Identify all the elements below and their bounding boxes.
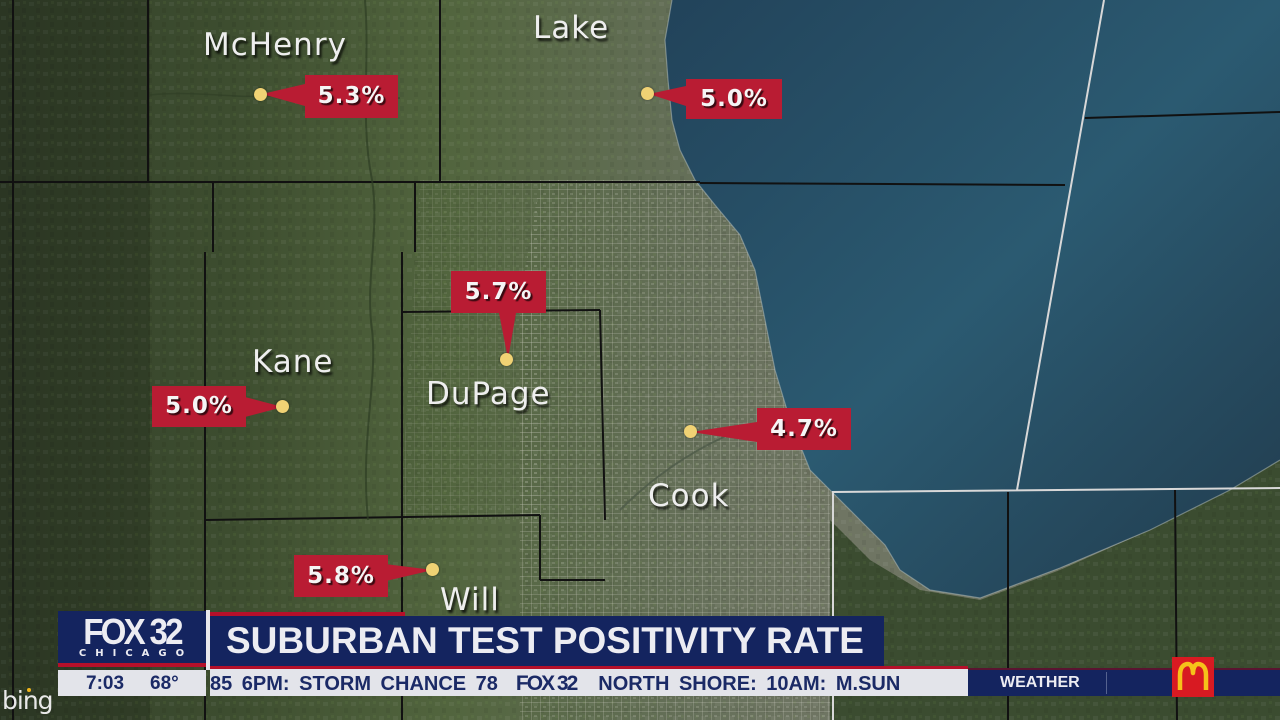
positivity-callout-lake: 5.0% xyxy=(686,79,782,119)
ticker-temperature: 68° xyxy=(150,673,179,694)
location-marker-kane xyxy=(276,400,289,413)
county-label-mchenry: McHenry xyxy=(203,27,347,63)
location-marker-dupage xyxy=(500,353,513,366)
news-ticker-crawl: 85 6PM: STORM CHANCE 78 FOX 32 NORTH SHORE… xyxy=(210,669,968,696)
county-label-dupage: DuPage xyxy=(426,376,551,412)
location-marker-cook xyxy=(684,425,697,438)
location-marker-will xyxy=(426,563,439,576)
ticker-clock: 7:03 xyxy=(86,673,125,694)
ticker-section-bar xyxy=(968,668,1280,696)
positivity-callout-mchenry: 5.3% xyxy=(305,75,398,118)
headline-banner: SUBURBAN TEST POSITIVITY RATE xyxy=(210,616,884,666)
positivity-callout-dupage: 5.7% xyxy=(451,271,546,313)
ticker-fox32-logo: FOX 32 xyxy=(515,672,578,695)
ticker-divider xyxy=(1106,672,1107,694)
county-label-kane: Kane xyxy=(252,344,334,380)
ticker-item: 85 6PM: STORM CHANCE 78 xyxy=(210,673,498,695)
positivity-callout-will: 5.8% xyxy=(294,555,388,597)
headline-bottom-accent xyxy=(210,666,968,669)
ticker-section-weather: WEATHER xyxy=(1000,674,1080,691)
ticker-time-temp: 7:03 68° xyxy=(58,670,206,696)
county-label-lake: Lake xyxy=(533,10,610,46)
bing-dot-icon xyxy=(27,688,31,692)
headline-accent-bar xyxy=(210,612,405,616)
positivity-callout-cook: 4.7% xyxy=(757,408,851,450)
ticker-item: NORTH SHORE: 10AM: M.SUN xyxy=(598,673,901,695)
county-label-cook: Cook xyxy=(648,478,730,514)
mcdonalds-logo-icon xyxy=(1172,657,1214,697)
location-marker-mchenry xyxy=(254,88,267,101)
location-marker-lake xyxy=(641,87,654,100)
logo-divider xyxy=(206,610,210,670)
fox32-chicago-logo: FOX 32 CHICAGO xyxy=(58,611,206,667)
logo-brand: FOX 32 xyxy=(83,611,183,652)
positivity-callout-kane: 5.0% xyxy=(152,386,246,427)
logo-city: CHICAGO xyxy=(78,648,194,659)
county-label-will: Will xyxy=(440,582,500,618)
